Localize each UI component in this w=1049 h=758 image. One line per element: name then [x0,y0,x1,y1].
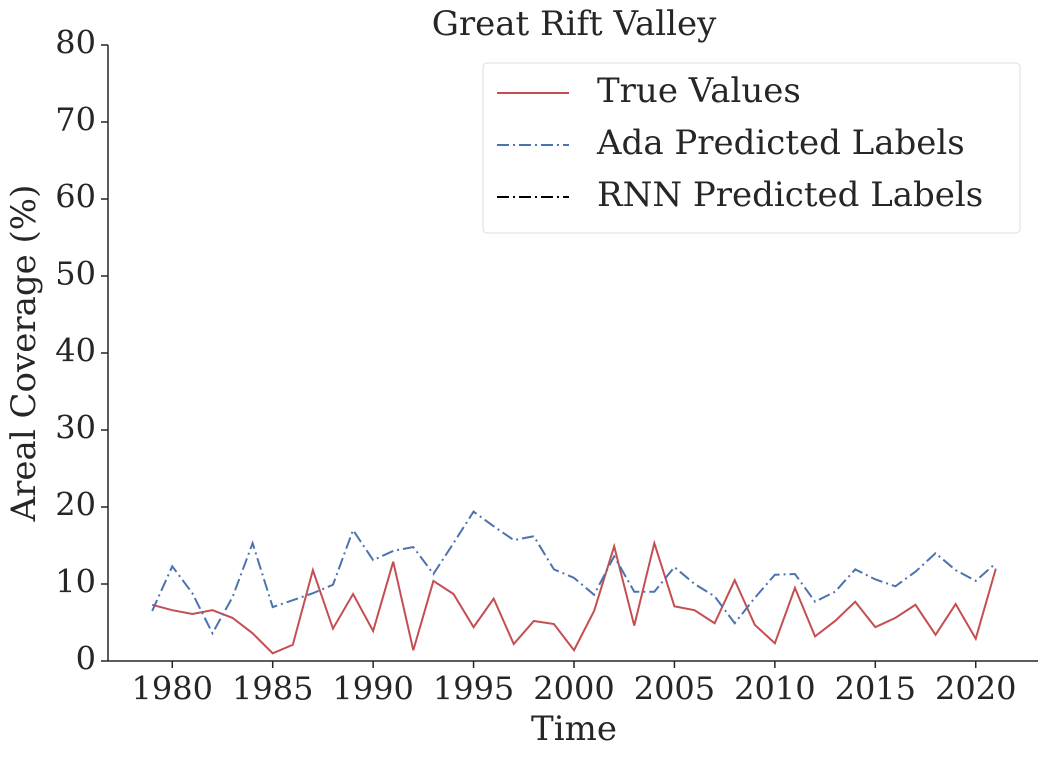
y-tick-label: 40 [55,332,96,370]
legend-box [482,62,1021,234]
x-tick-label: 2015 [835,670,916,708]
y-tick-label: 50 [55,255,96,293]
x-tick-label: 1995 [433,670,514,708]
legend: True Values Ada Predicted Labels RNN Predi… [482,62,1021,234]
y-tick-label: 30 [55,409,96,447]
chart-title: Great Rift Valley [432,4,717,44]
y-tick-label: 10 [55,563,96,601]
x-axis-label: Time [531,709,617,749]
x-tick-label: 2005 [634,670,715,708]
y-tick-label: 60 [55,178,96,216]
y-tick-label: 80 [55,24,96,62]
y-axis-label: Areal Coverage (%) [4,185,44,523]
x-tick-label: 1985 [232,670,313,708]
x-tick-label: 2010 [734,670,815,708]
x-tick-label: 2020 [935,670,1016,708]
y-tick-label: 70 [55,101,96,139]
legend-label: RNN Predicted Labels [597,175,983,215]
x-tick-label: 1990 [332,670,413,708]
legend-label: True Values [597,71,801,111]
series-line [151,539,997,655]
y-tick-label: 0 [76,640,96,678]
series-line [151,510,997,636]
legend-label: Ada Predicted Labels [596,123,965,163]
x-tick-label: 1980 [132,670,213,708]
x-tick-label: 2000 [533,670,614,708]
y-tick-label: 20 [55,486,96,524]
